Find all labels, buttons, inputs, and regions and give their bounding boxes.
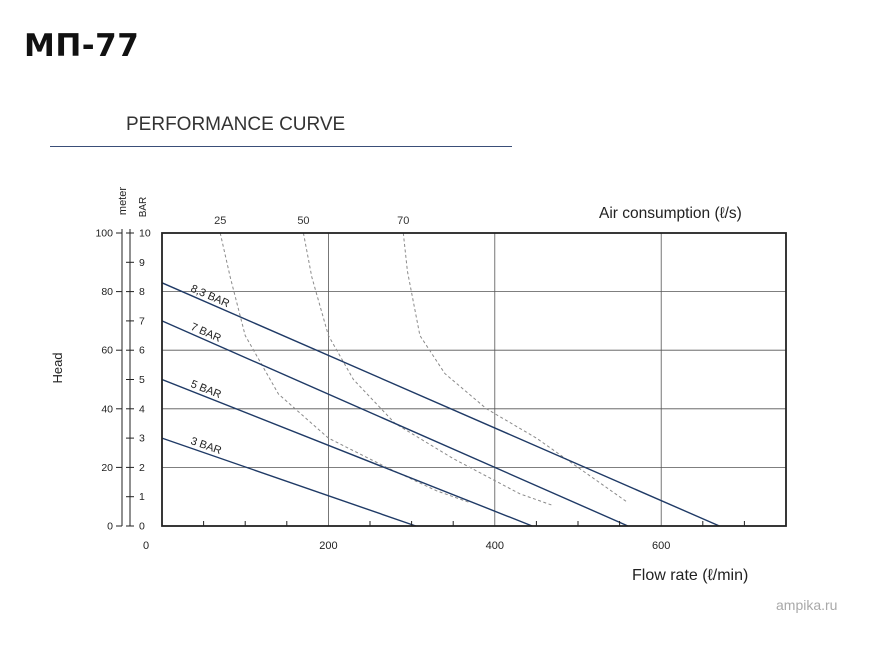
chart-title: PERFORMANCE CURVE	[126, 114, 346, 135]
bar-tick-label: 0	[139, 521, 145, 533]
meter-tick-label: 100	[95, 228, 113, 240]
pressure-line-label: 7 BAR	[189, 321, 223, 345]
meter-unit-label: meter	[117, 187, 129, 215]
x-tick-label: 400	[486, 540, 504, 552]
grid-layer	[162, 233, 786, 526]
x-tick-label: 600	[652, 540, 670, 552]
pressure-line	[161, 437, 417, 527]
meter-tick-label: 40	[101, 403, 113, 415]
bar-tick-label: 5	[139, 374, 145, 386]
pressure-line	[161, 378, 533, 527]
pressure-curves-layer	[161, 282, 720, 527]
plot-frame	[161, 232, 787, 527]
bar-tick-label: 2	[139, 462, 145, 474]
bar-tick-label: 8	[139, 286, 145, 298]
air-curve-label: 70	[397, 215, 409, 227]
bar-tick-label: 10	[139, 228, 151, 240]
air-curve-25	[219, 232, 470, 504]
x-tick-label: 0	[143, 540, 149, 552]
bar-tick-label: 3	[139, 433, 145, 445]
bar-tick-label: 4	[139, 403, 145, 415]
air-consumption-label: Air consumption (ℓ/s)	[599, 205, 742, 222]
air-curve-50	[302, 232, 554, 506]
bar-tick-label: 6	[139, 345, 145, 357]
x-tick-label: 200	[319, 540, 337, 552]
model-title: МП-77	[24, 28, 140, 64]
y-axis-title: Head	[50, 352, 65, 383]
bar-tick-label: 1	[139, 491, 145, 503]
title-divider	[50, 146, 512, 147]
pressure-line	[161, 320, 629, 527]
bar-tick-label: 9	[139, 257, 145, 269]
pressure-line	[161, 282, 720, 527]
bar-tick-label: 7	[139, 315, 145, 327]
pressure-line-label: 8,3 BAR	[189, 283, 231, 310]
air-consumption-layer	[219, 232, 629, 506]
pressure-line-label: 5 BAR	[189, 378, 223, 401]
air-curve-label: 25	[214, 215, 226, 227]
meter-tick-label: 20	[101, 462, 113, 474]
watermark: ampika.ru	[776, 597, 838, 613]
bar-unit-label: BAR	[138, 197, 149, 218]
air-curve-70	[402, 232, 629, 504]
axis-layer	[116, 229, 787, 527]
x-axis-title: Flow rate (ℓ/min)	[632, 567, 748, 584]
meter-tick-label: 60	[101, 345, 113, 357]
meter-tick-label: 80	[101, 286, 113, 298]
air-curve-label: 50	[297, 215, 309, 227]
meter-tick-label: 0	[107, 521, 113, 533]
